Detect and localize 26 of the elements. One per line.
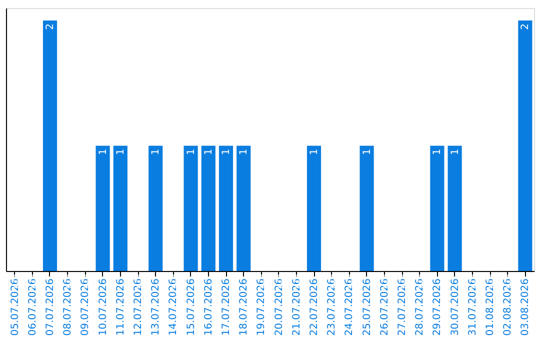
x-tick-label: 03.08.2026 bbox=[520, 278, 532, 336]
x-tick-label: 18.07.2026 bbox=[238, 278, 250, 336]
data-label: 1 bbox=[432, 148, 444, 156]
data-label: 1 bbox=[150, 148, 162, 156]
x-tick-label: 17.07.2026 bbox=[221, 278, 232, 336]
data-label: 1 bbox=[309, 148, 320, 156]
data-label: 2 bbox=[520, 24, 532, 30]
data-label: 1 bbox=[450, 148, 461, 156]
x-tick-label: 30.07.2026 bbox=[450, 278, 461, 336]
data-label: 1 bbox=[186, 148, 197, 156]
data-label: 1 bbox=[362, 148, 373, 156]
data-label: 1 bbox=[221, 148, 232, 156]
data-label: 1 bbox=[238, 148, 250, 156]
data-label: 1 bbox=[203, 148, 214, 156]
x-tick-label: 29.07.2026 bbox=[432, 278, 444, 336]
x-tick-label: 13.07.2026 bbox=[150, 278, 162, 336]
data-label: 1 bbox=[98, 148, 109, 156]
x-tick-label: 25.07.2026 bbox=[362, 278, 373, 336]
x-tick-label: 10.07.2026 bbox=[98, 278, 109, 336]
x-tick-label: 22.07.2026 bbox=[309, 278, 320, 336]
data-label: 2 bbox=[45, 24, 56, 30]
x-tick-label: 07.07.2026 bbox=[45, 278, 56, 336]
x-tick-label: 11.07.2026 bbox=[115, 278, 126, 336]
data-label: 1 bbox=[115, 148, 126, 156]
x-tick-label: 15.07.2026 bbox=[186, 278, 197, 336]
x-tick-label: 16.07.2026 bbox=[203, 278, 214, 336]
